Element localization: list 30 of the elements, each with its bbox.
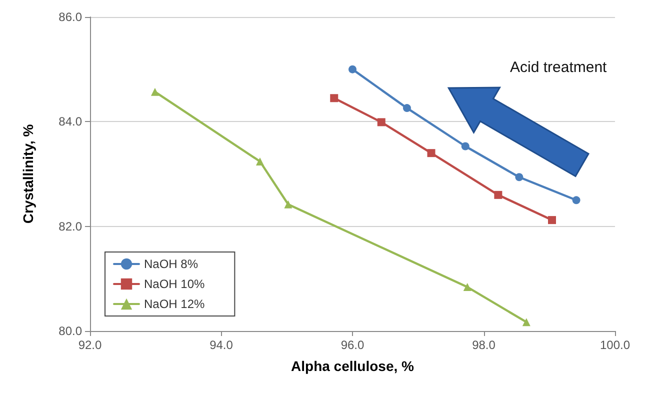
- x-tick-label: 94.0: [210, 338, 234, 352]
- point: [522, 318, 530, 326]
- x-tick-label: 98.0: [472, 338, 496, 352]
- point: [494, 190, 502, 199]
- annotation: Acid treatment: [510, 59, 608, 76]
- point: [515, 173, 524, 182]
- point: [402, 104, 411, 112]
- point: [427, 149, 436, 158]
- x-axis-title: Alpha cellulose, %: [291, 358, 415, 374]
- point: [377, 118, 386, 126]
- point: [284, 200, 292, 208]
- y-axis-title: Crystallinity, %: [20, 124, 36, 224]
- y-tick-label: 84.0: [58, 114, 82, 129]
- point: [150, 88, 159, 96]
- point: [548, 216, 556, 224]
- x-tick-label: 100.0: [600, 338, 630, 352]
- point: [256, 157, 264, 166]
- x-tick-label: 92.0: [78, 338, 102, 352]
- y-tick-label: 82.0: [58, 219, 82, 234]
- legend-label: NaOH 10%: [144, 277, 206, 291]
- y-tick-label: 80.0: [58, 324, 82, 338]
- point: [463, 283, 472, 292]
- point: [572, 196, 580, 204]
- point: [461, 142, 470, 150]
- y-tick-label: 86.0: [58, 10, 82, 24]
- point: [330, 94, 338, 102]
- legend-label: NaOH 8%: [144, 257, 198, 271]
- x-tick-label: 96.0: [340, 338, 364, 352]
- point: [348, 65, 356, 74]
- legend-label: NaOH 12%: [144, 297, 206, 311]
